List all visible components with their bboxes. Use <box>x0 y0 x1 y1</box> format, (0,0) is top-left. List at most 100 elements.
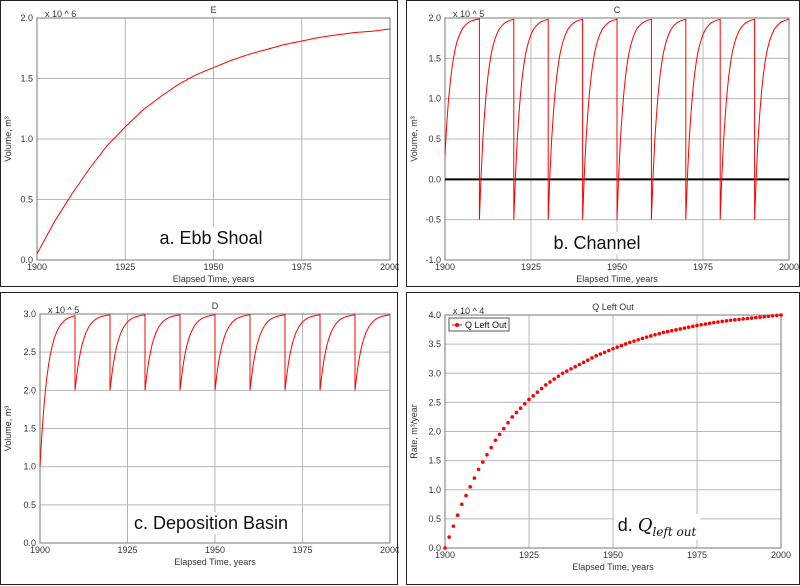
data-point <box>733 318 737 322</box>
y-tick-label: 2.5 <box>23 347 36 357</box>
y-tick-label: 0.5 <box>20 195 33 205</box>
data-point <box>577 362 582 367</box>
data-point <box>481 460 485 464</box>
y-tick-label: 2.0 <box>428 13 441 23</box>
x-tick-label: 1950 <box>205 545 225 555</box>
data-point <box>779 313 783 317</box>
data-point <box>518 406 523 410</box>
data-point <box>653 333 657 337</box>
y-tick-label: 4.0 <box>428 310 441 320</box>
q-left-out-panel: 1900 1925 1950 1975 2000 0.0 0.5 1.0 1.5 2.0 2.5 3.… <box>406 292 800 585</box>
data-point <box>758 315 762 319</box>
x-axis-label: Elapsed Time, years <box>174 557 256 567</box>
legend-label: Q Left Out <box>465 320 507 330</box>
data-point <box>703 322 708 326</box>
x-tick-label: 1975 <box>292 545 312 555</box>
panel-caption: a. Ebb Shoal <box>159 228 262 248</box>
x-tick-label: 1925 <box>117 545 137 555</box>
x-tick-label: 1925 <box>521 262 541 272</box>
y-tick-label: 2.0 <box>23 385 36 395</box>
x-tick-label: 1950 <box>203 262 223 272</box>
plot-area <box>444 17 790 261</box>
x-tick-label: 2000 <box>779 262 799 272</box>
data-point <box>766 314 771 319</box>
data-point <box>644 335 649 339</box>
data-point <box>514 410 519 415</box>
series-line <box>36 28 391 255</box>
y-tick-label: 2.0 <box>428 427 441 437</box>
data-point <box>628 340 632 345</box>
series-line <box>444 18 790 220</box>
data-point <box>451 524 456 528</box>
chart-title: E <box>210 5 216 15</box>
y-axis-label: Volume, m³ <box>409 116 419 162</box>
data-point <box>590 356 594 360</box>
data-point <box>544 383 548 387</box>
data-point <box>661 330 666 335</box>
data-point <box>502 426 506 431</box>
plot-area <box>444 314 782 549</box>
data-point <box>754 315 758 320</box>
data-point <box>523 402 527 406</box>
caption-prefix: d. <box>618 515 638 535</box>
data-point <box>615 345 619 349</box>
x-tick-label: 1950 <box>603 550 623 560</box>
data-point <box>749 316 754 320</box>
data-point <box>657 331 661 336</box>
x-tick-label: 1925 <box>519 550 539 560</box>
series-points <box>443 313 783 550</box>
caption-symbol: Q <box>638 515 653 536</box>
chart-title: C <box>614 5 621 15</box>
y-tick-label: 0.5 <box>23 500 36 510</box>
data-point <box>556 374 561 378</box>
data-point <box>775 313 779 318</box>
data-point <box>682 326 687 330</box>
chart-svg: 1900 1925 1950 1975 2000 0.0 0.5 1.0 1.5 2.0 Ex 10… <box>3 5 399 284</box>
chart-title: Q Left Out <box>592 302 634 312</box>
y-axis-label: Volume, m³ <box>3 406 13 452</box>
data-point <box>649 334 653 338</box>
x-axis-label: Elapsed Time, years <box>576 274 658 284</box>
caption-background <box>613 514 701 540</box>
y-tick-label: -0.5 <box>425 215 441 225</box>
chart-title: D <box>212 301 219 311</box>
panel-caption: c. Deposition Basin <box>134 513 288 533</box>
x-tick-label: 2000 <box>380 262 399 272</box>
data-point <box>691 324 695 329</box>
y-tick-label: 0.5 <box>428 514 441 524</box>
deposition-basin-panel: 1900 1925 1950 1975 2000 0.0 0.5 1.0 1.5 2.0 2.5 3.… <box>0 292 399 585</box>
data-point <box>770 314 775 318</box>
data-point <box>573 364 577 369</box>
y-tick-label: 3.0 <box>428 368 441 378</box>
y-axis-label: Rate, m³/year <box>409 404 419 459</box>
data-point <box>598 352 603 356</box>
data-point <box>497 432 502 437</box>
data-point <box>724 319 729 323</box>
data-point <box>611 346 615 351</box>
data-point <box>552 377 556 381</box>
chart-svg: 1900 1925 1950 1975 2000 -1.0 -0.5 0.0 0.5 1.0 1.5… <box>409 5 799 284</box>
data-point <box>565 369 569 373</box>
x-tick-label: 1975 <box>693 262 713 272</box>
data-point <box>506 420 510 425</box>
data-point <box>632 339 636 343</box>
data-point <box>468 485 472 489</box>
data-point <box>707 321 712 326</box>
data-point <box>607 348 611 353</box>
data-point <box>560 371 565 376</box>
caption-background <box>155 227 267 249</box>
data-point <box>716 320 720 324</box>
data-point <box>712 320 716 325</box>
y-axis-label: Volume, m³ <box>3 116 13 162</box>
axis-multiplier: x 10 ^ 5 <box>453 9 484 19</box>
data-point <box>460 502 464 507</box>
panel-caption: b. Channel <box>553 233 640 253</box>
x-axis-label: Elapsed Time, years <box>173 274 255 284</box>
data-point <box>594 353 598 358</box>
axis-multiplier: x 10 ^ 5 <box>48 305 79 315</box>
data-point <box>548 380 552 384</box>
y-tick-label: 1.0 <box>428 94 441 104</box>
caption-subscript: left out <box>652 525 696 539</box>
y-tick-label: 0.0 <box>428 543 441 553</box>
